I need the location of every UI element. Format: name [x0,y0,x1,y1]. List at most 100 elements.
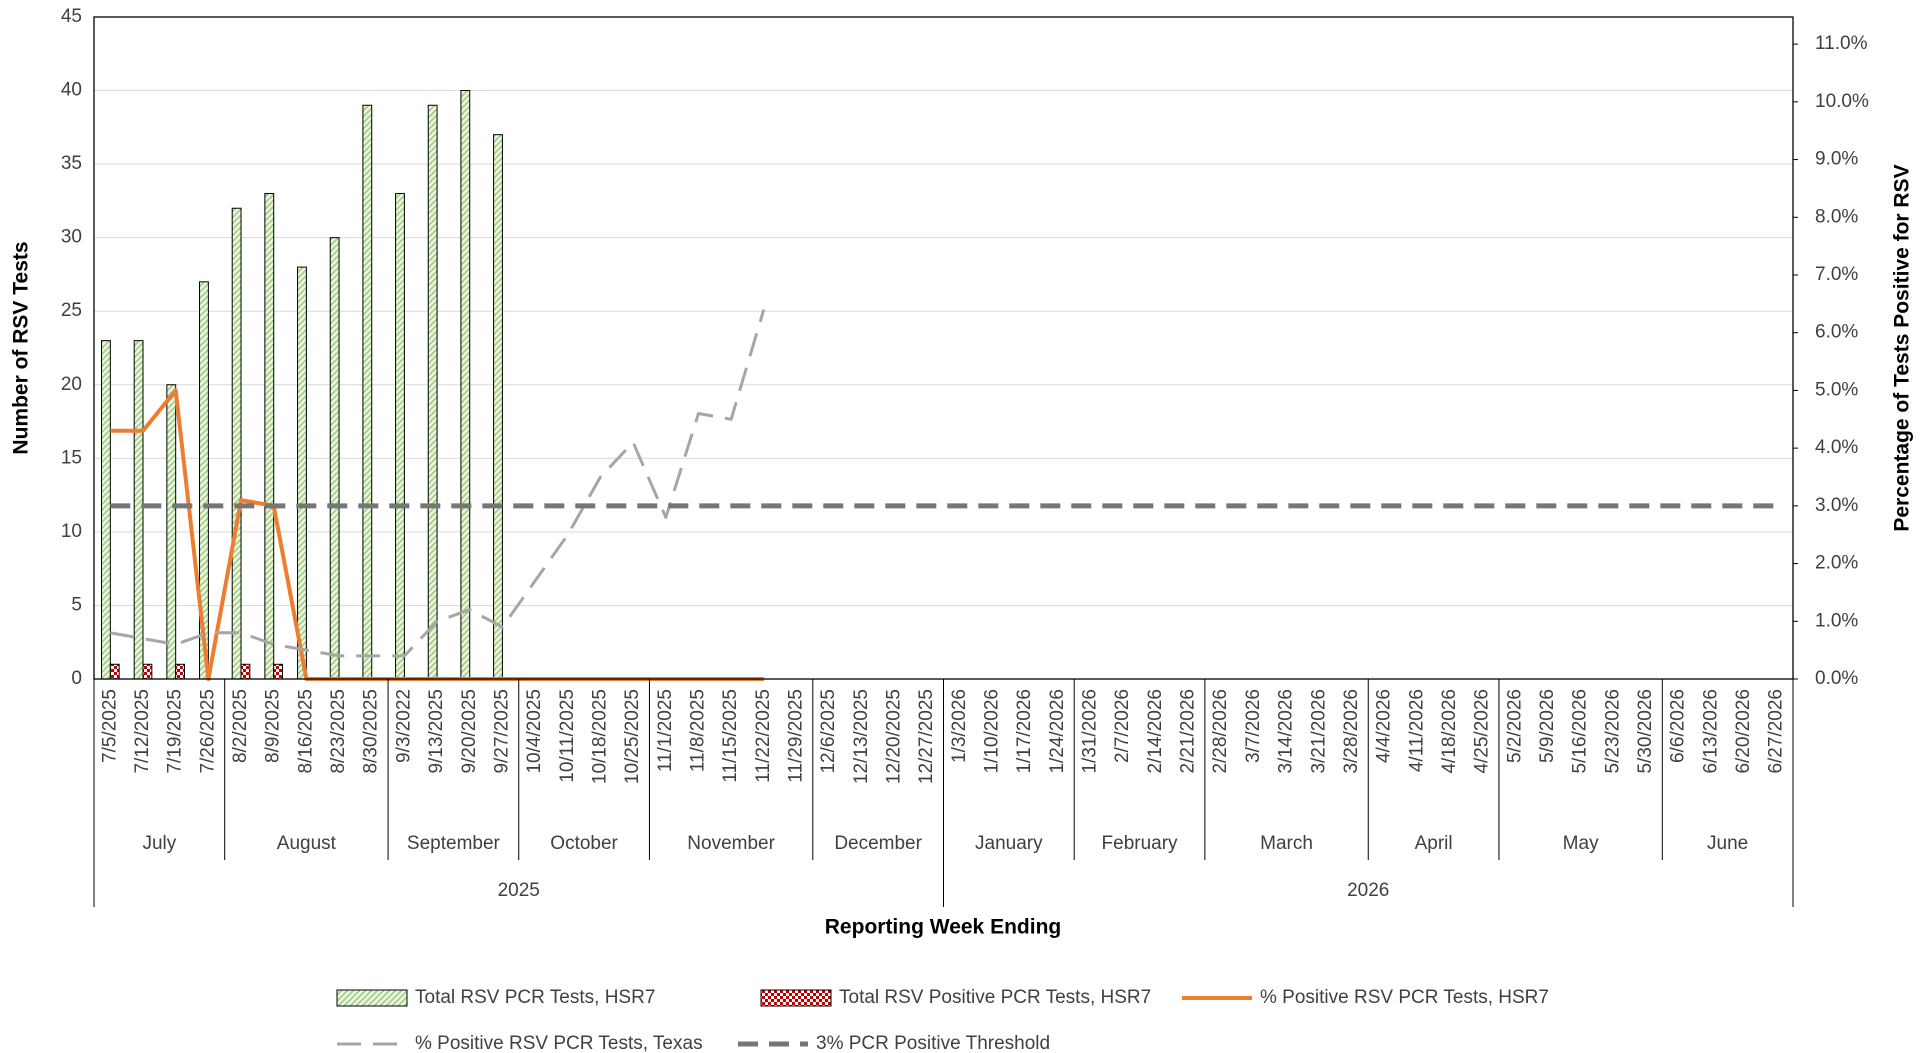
month-label: January [975,833,1043,854]
x-tick-label: 10/4/2025 [524,689,545,774]
x-tick-label: 7/5/2025 [99,689,120,763]
bar [427,104,438,680]
month-label: May [1563,833,1599,854]
x-tick-label: 10/18/2025 [589,689,610,784]
x-tick-label: 12/27/2025 [916,689,937,784]
x-tick-label: 5/16/2026 [1570,689,1591,774]
x-tick-label: 4/4/2026 [1374,689,1395,763]
x-tick-label: 2/14/2026 [1145,689,1166,774]
bar [329,237,340,680]
x-tick-label: 4/18/2026 [1439,689,1460,774]
bar [240,663,251,680]
y-tick-label: 35 [61,153,82,174]
x-tick-label: 9/20/2025 [459,689,480,774]
legend-label: 3% PCR Positive Threshold [816,1033,1050,1053]
x-tick-label: 5/23/2026 [1602,689,1623,774]
legend-swatch [760,989,832,1007]
x-tick-label: 9/3/2022 [393,689,414,763]
month-label: June [1707,833,1748,854]
y2-tick-label: 3.0% [1815,495,1858,516]
y-tick-label: 0 [71,668,82,689]
bar [109,663,120,680]
month-label: April [1415,833,1453,854]
x-tick-label: 8/23/2025 [328,689,349,774]
y-tick-label: 10 [61,521,82,542]
bar [231,207,242,680]
legend-label: Total RSV Positive PCR Tests, HSR7 [839,987,1151,1008]
line-series [110,309,766,658]
x-tick-label: 4/25/2026 [1472,689,1493,774]
x-tick-label: 3/14/2026 [1276,689,1297,774]
legend-label: Total RSV PCR Tests, HSR7 [415,987,655,1008]
bar [264,193,275,680]
month-label: November [687,833,775,854]
y-tick-label: 40 [61,80,82,101]
bar [460,90,471,680]
month-label: March [1260,833,1313,854]
x-tick-label: 3/7/2026 [1243,689,1264,763]
x-tick-label: 3/28/2026 [1341,689,1362,774]
y2-tick-label: 9.0% [1815,149,1858,170]
x-tick-label: 5/2/2026 [1504,689,1525,763]
x-tick-label: 5/30/2026 [1635,689,1656,774]
month-label: October [550,833,618,854]
y2-tick-label: 5.0% [1815,379,1858,400]
x-tick-label: 3/21/2026 [1308,689,1329,774]
year-label: 2026 [1347,880,1389,901]
year-label: 2025 [498,880,540,901]
x-tick-label: 10/11/2025 [557,689,578,783]
legend-label: % Positive RSV PCR Tests, HSR7 [1260,987,1549,1008]
bar [133,340,144,680]
x-tick-label: 10/25/2025 [622,689,643,784]
y2-tick-label: 2.0% [1815,553,1858,574]
bar [166,384,177,680]
x-tick-label: 8/16/2025 [295,689,316,774]
y2-axis-title: Percentage of Tests Positive for RSV [1891,164,1914,531]
y2-tick-label: 0.0% [1815,668,1858,689]
x-tick-label: 11/1/2025 [655,689,676,772]
bar [395,193,405,680]
bar [142,663,153,680]
x-tick-label: 8/30/2025 [361,689,382,774]
x-tick-label: 12/13/2025 [851,689,872,784]
y2-tick-label: 7.0% [1815,264,1858,285]
y-tick-label: 25 [61,300,82,321]
y-axis-title: Number of RSV Tests [10,241,33,454]
y2-tick-label: 4.0% [1815,437,1858,458]
month-label: July [142,833,176,854]
bar [297,266,307,680]
x-tick-label: 1/31/2026 [1080,689,1101,774]
bar [493,134,503,680]
x-axis-title: Reporting Week Ending [825,916,1061,939]
y2-tick-label: 1.0% [1815,610,1858,631]
x-tick-label: 7/19/2025 [165,689,186,774]
x-tick-label: 2/7/2026 [1112,689,1133,763]
x-tick-label: 7/26/2025 [197,689,218,774]
x-tick-label: 6/13/2026 [1700,689,1721,774]
x-tick-label: 8/2/2025 [230,689,251,763]
y-tick-label: 30 [61,227,82,248]
bar [273,663,284,680]
x-tick-label: 1/10/2026 [982,689,1003,774]
y-tick-label: 15 [61,447,82,468]
y-tick-label: 20 [61,374,82,395]
x-tick-label: 6/6/2026 [1668,689,1689,763]
x-tick-label: 1/17/2026 [1014,689,1035,774]
y2-tick-label: 8.0% [1815,206,1858,227]
x-tick-label: 11/22/2025 [753,689,774,783]
x-tick-label: 9/13/2025 [426,689,447,774]
x-tick-label: 12/20/2025 [884,689,905,784]
y2-tick-label: 11.0% [1815,33,1868,54]
x-tick-label: 11/15/2025 [720,689,741,783]
month-label: December [834,833,922,854]
y-tick-label: 5 [71,594,82,615]
x-tick-label: 11/8/2025 [687,689,708,772]
x-tick-label: 7/12/2025 [132,689,153,774]
x-tick-label: 5/9/2026 [1537,689,1558,763]
x-tick-label: 1/3/2026 [949,689,970,763]
x-tick-label: 6/27/2026 [1766,689,1787,774]
y2-tick-label: 10.0% [1815,91,1869,112]
x-tick-label: 6/20/2026 [1733,689,1754,774]
